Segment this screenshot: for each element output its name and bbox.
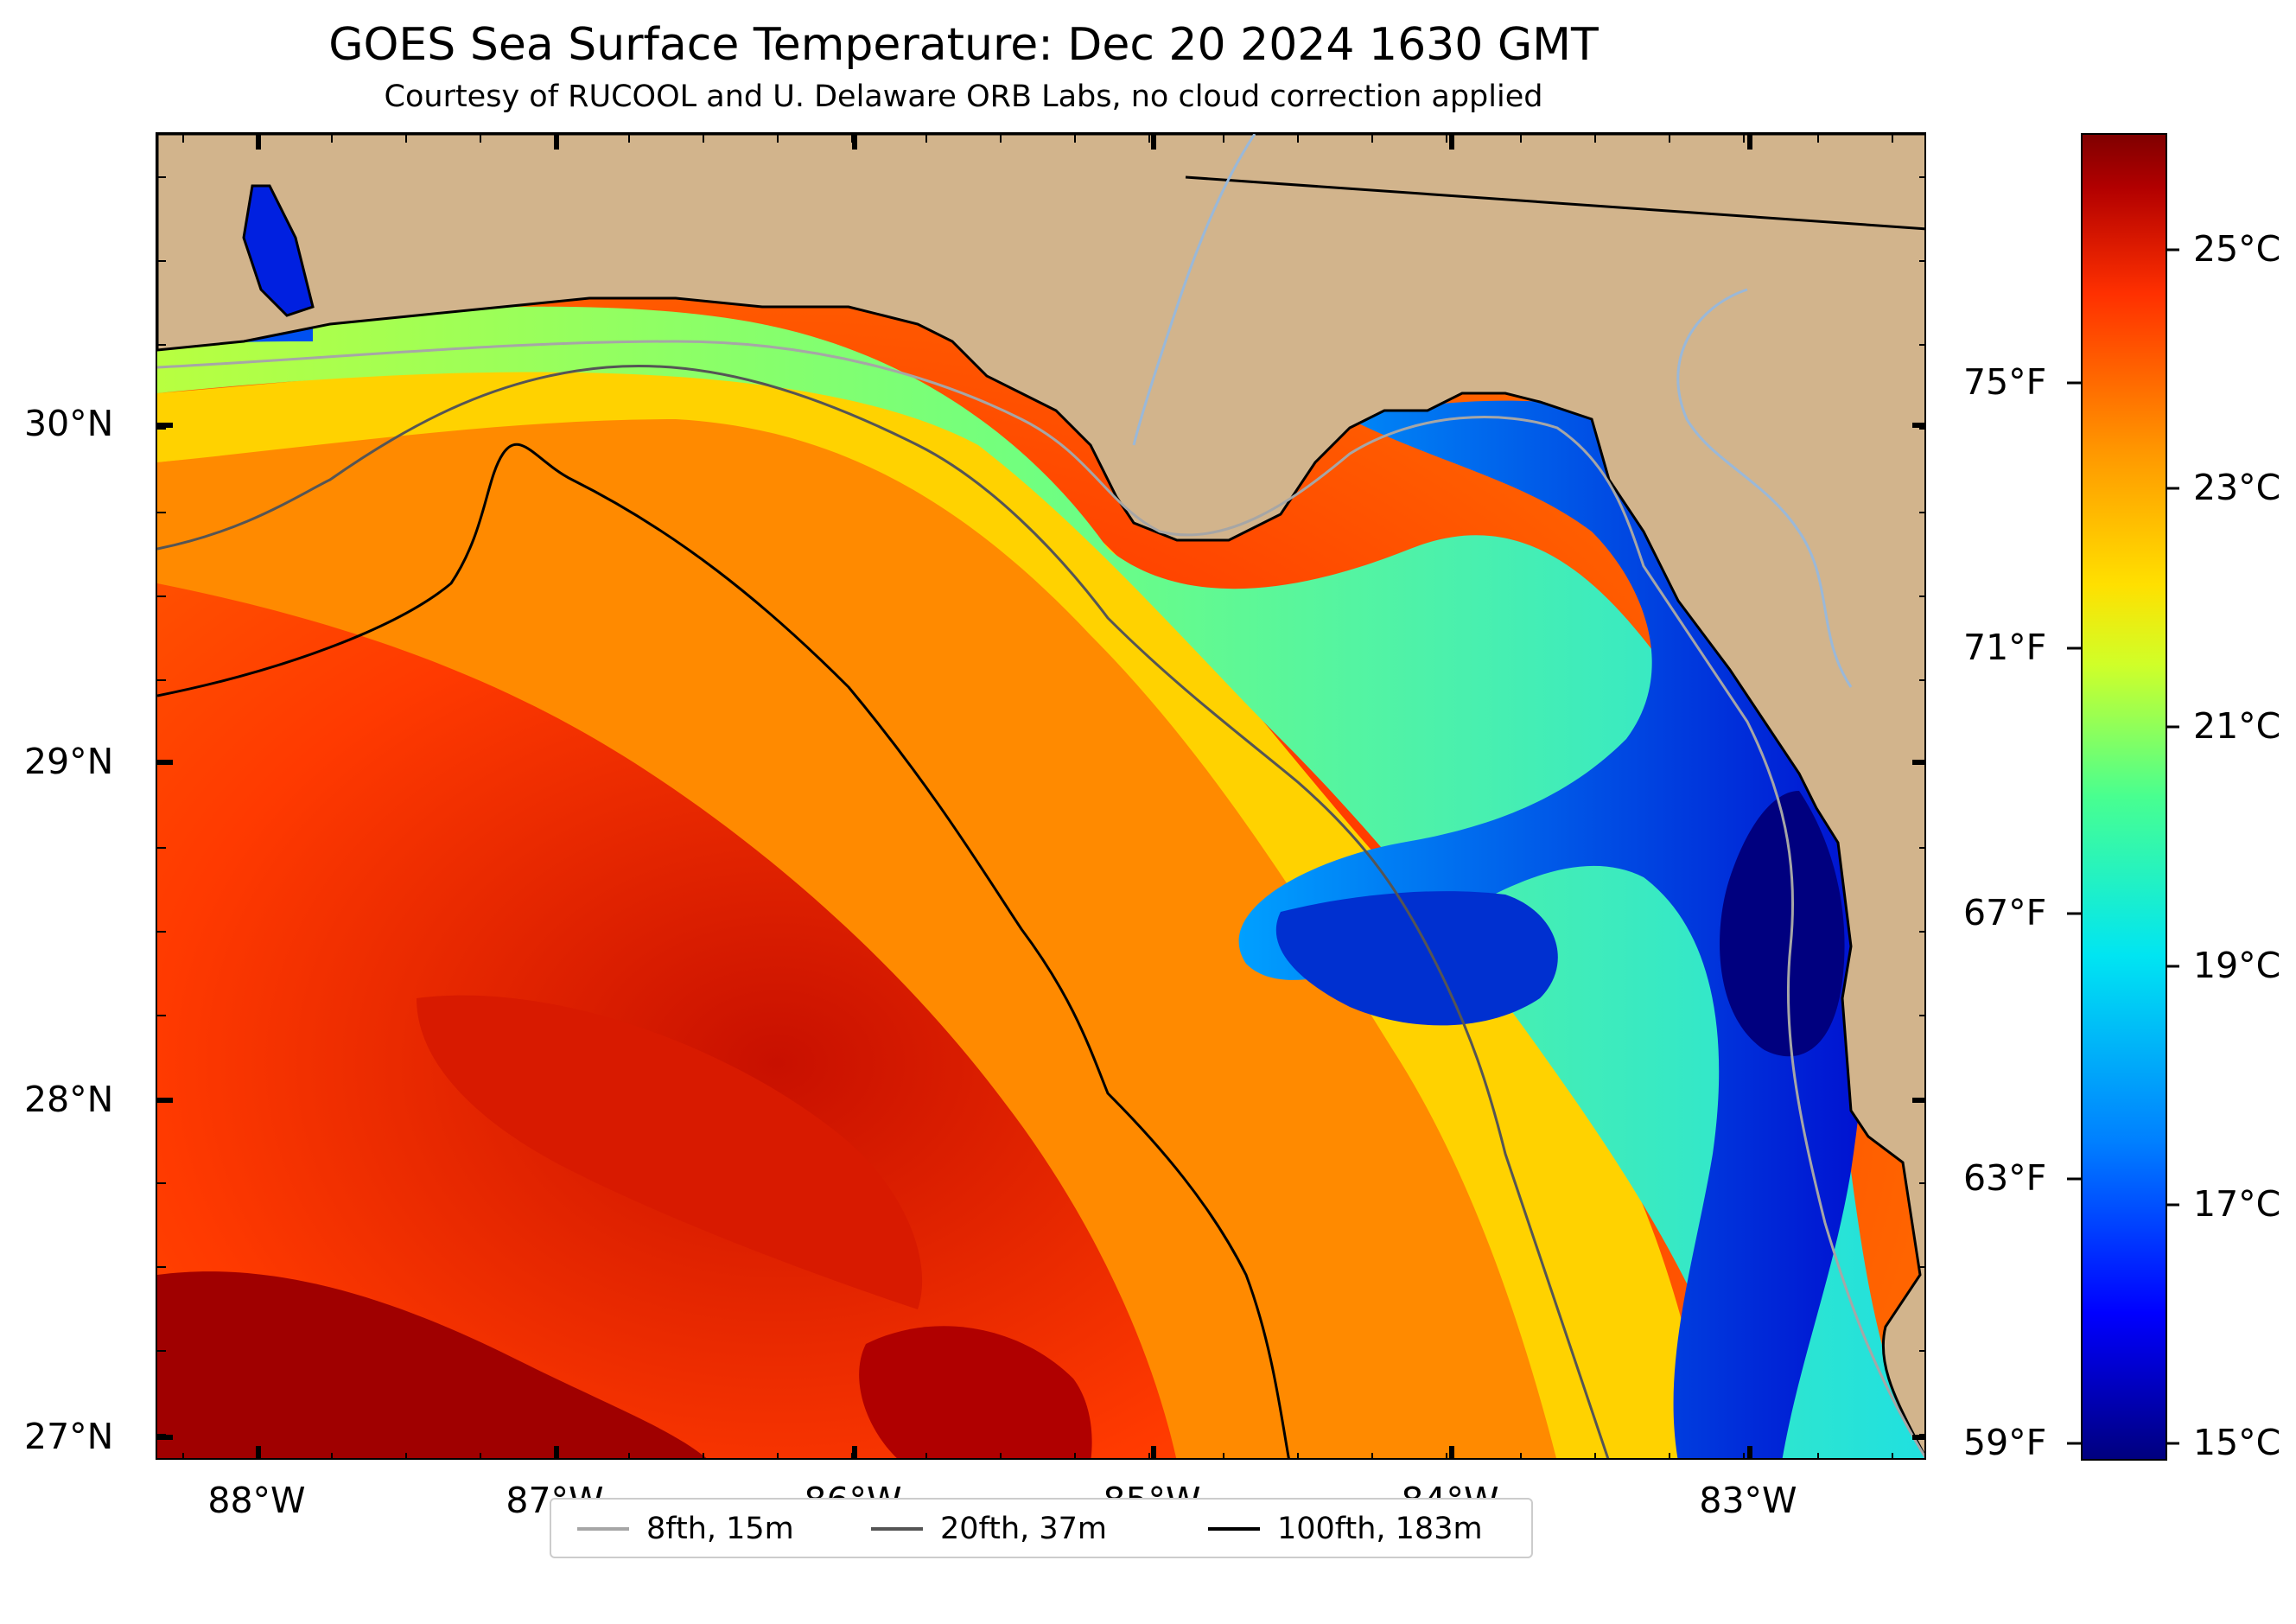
cold-bigbend-water	[1238, 400, 1871, 1458]
colorbar-label-71f: 71°F	[1963, 627, 2047, 668]
mobile-bay	[242, 184, 315, 317]
temperature-colorbar	[2081, 133, 2167, 1461]
colorbar-label-59f: 59°F	[1963, 1422, 2047, 1463]
orange-shelf-water	[157, 392, 1582, 1458]
lat-label-29n: 29°N	[24, 741, 114, 782]
legend-swatch-8fth	[577, 1527, 629, 1531]
legend-label-20fth: 20fth, 37m	[940, 1512, 1108, 1546]
state-boundary	[1185, 175, 1924, 231]
map-title: GOES Sea Surface Temperature: Dec 20 202…	[328, 19, 1599, 71]
legend-swatch-20fth	[871, 1527, 923, 1531]
legend-item-100fth: 100fth, 183m	[1208, 1512, 1483, 1546]
cold-plume-west	[1275, 891, 1558, 1026]
colorbar-label-17c: 17°C	[2193, 1183, 2281, 1225]
colorbar-label-67f: 67°F	[1963, 892, 2047, 933]
lat-label-27n: 27°N	[24, 1416, 114, 1457]
colorbar-label-63f: 63°F	[1963, 1157, 2047, 1199]
colorbar-label-25c: 25°C	[2193, 228, 2281, 270]
cool-shelf-water	[157, 306, 1924, 1458]
hot-core-southwest	[157, 1271, 707, 1458]
river-east	[1676, 288, 1853, 688]
lat-label-28n: 28°N	[24, 1079, 114, 1120]
lat-label-30n: 30°N	[24, 403, 114, 444]
map-ticks	[157, 134, 1924, 1458]
isobath-100fth	[157, 443, 1290, 1458]
map-subtitle: Courtesy of RUCOOL and U. Delaware ORB L…	[384, 80, 1543, 114]
colorbar-label-21c: 21°C	[2193, 705, 2281, 747]
colorbar-label-15c: 15°C	[2193, 1422, 2281, 1463]
isobath-8fth	[157, 340, 1924, 1458]
isobath-20fth	[157, 364, 1610, 1458]
colorbar-label-19c: 19°C	[2193, 945, 2281, 986]
legend-swatch-100fth	[1208, 1527, 1260, 1531]
legend-item-8fth: 8fth, 15m	[577, 1512, 794, 1546]
lon-label-83w: 83°W	[1699, 1480, 1797, 1521]
sst-map-canvas	[157, 134, 1924, 1458]
sst-map	[156, 132, 1926, 1460]
coldest-water	[1720, 791, 1845, 1057]
legend-label-100fth: 100fth, 183m	[1277, 1512, 1483, 1546]
hot-core-south	[859, 1326, 1092, 1458]
isobath-legend: 8fth, 15m 20fth, 37m 100fth, 183m	[550, 1498, 1533, 1558]
warm-band-central	[417, 995, 923, 1309]
legend-label-8fth: 8fth, 15m	[646, 1512, 794, 1546]
river-west	[1132, 134, 1256, 446]
colorbar-label-23c: 23°C	[2193, 467, 2281, 508]
legend-item-20fth: 20fth, 37m	[871, 1512, 1107, 1546]
lon-label-88w: 88°W	[207, 1480, 306, 1521]
colorbar-label-75f: 75°F	[1963, 361, 2047, 403]
land-north	[157, 134, 1924, 1458]
